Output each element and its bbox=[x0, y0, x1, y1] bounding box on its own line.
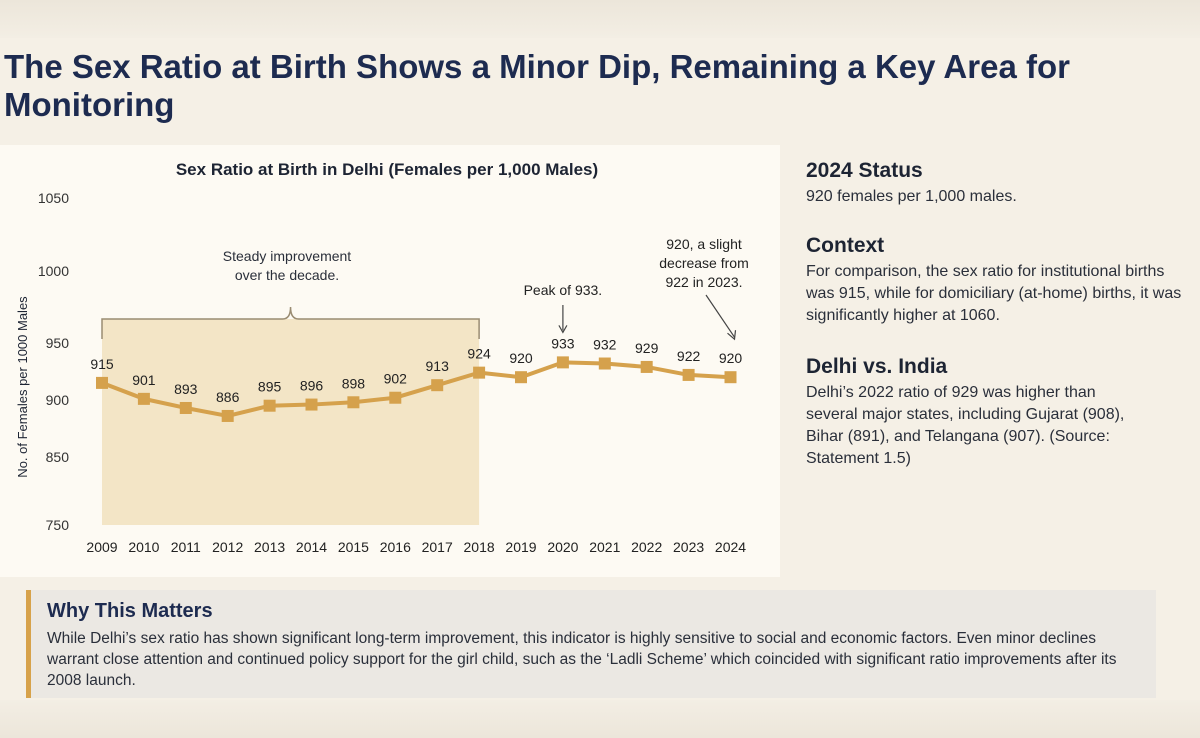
data-label: 895 bbox=[258, 379, 282, 395]
context-section: Context For comparison, the sex ratio fo… bbox=[806, 233, 1186, 327]
series-line bbox=[101, 360, 731, 418]
x-tick-label: 2011 bbox=[171, 539, 201, 555]
y-tick-label: 1000 bbox=[38, 263, 69, 279]
data-label: 913 bbox=[426, 358, 450, 374]
x-tick-label: 2020 bbox=[547, 539, 578, 555]
data-point-marker bbox=[263, 399, 276, 412]
page-title: The Sex Ratio at Birth Shows a Minor Dip… bbox=[4, 48, 1070, 123]
data-label: 929 bbox=[635, 340, 659, 356]
y-tick-label: 1050 bbox=[38, 190, 69, 206]
data-point-marker bbox=[598, 357, 611, 370]
data-point-marker bbox=[640, 360, 653, 373]
data-label: 886 bbox=[216, 389, 240, 405]
y-tick-label: 850 bbox=[46, 449, 70, 465]
data-label: 915 bbox=[90, 356, 114, 372]
x-tick-label: 2014 bbox=[296, 539, 327, 555]
x-tick-label: 2018 bbox=[464, 539, 495, 555]
shaded-decade-region bbox=[102, 319, 480, 525]
status-text: 920 females per 1,000 males. bbox=[806, 188, 1017, 205]
y-axis-label: No. of Females per 1000 Males bbox=[15, 296, 30, 478]
india-text: Delhi’s 2022 ratio of 929 was higher tha… bbox=[806, 384, 1125, 467]
blurred-top-banner bbox=[0, 0, 1200, 38]
x-tick-label: 2015 bbox=[338, 539, 369, 555]
x-tick-label: 2024 bbox=[715, 539, 746, 555]
status-heading: 2024 Status bbox=[806, 159, 923, 182]
data-label: 893 bbox=[174, 381, 198, 397]
data-point-marker bbox=[431, 379, 444, 392]
data-label: 898 bbox=[342, 375, 366, 391]
annotation-peak: Peak of 933. bbox=[524, 282, 603, 298]
data-point-marker bbox=[96, 376, 108, 389]
data-point-marker bbox=[137, 392, 150, 405]
annotation-steady-improvement: over the decade. bbox=[235, 267, 339, 283]
y-tick-label: 900 bbox=[46, 392, 70, 408]
x-tick-label: 2019 bbox=[505, 539, 536, 555]
x-tick-label: 2009 bbox=[86, 539, 117, 555]
data-label: 902 bbox=[384, 371, 408, 387]
why-text: While Delhi’s sex ratio has shown signif… bbox=[47, 630, 1117, 689]
data-point-marker bbox=[682, 368, 695, 381]
chart-panel: Sex Ratio at Birth in Delhi (Females per… bbox=[0, 145, 780, 577]
latest-arrow-line bbox=[705, 294, 735, 338]
data-label: 932 bbox=[593, 337, 617, 353]
data-point-marker bbox=[347, 396, 360, 409]
annotation-latest: 922 in 2023. bbox=[665, 274, 742, 290]
x-tick-label: 2021 bbox=[589, 539, 620, 555]
data-label: 920 bbox=[719, 350, 743, 366]
x-tick-label: 2022 bbox=[631, 539, 662, 555]
data-label: 901 bbox=[132, 372, 156, 388]
context-text: For comparison, the sex ratio for instit… bbox=[806, 263, 1182, 324]
y-tick-label: 950 bbox=[46, 335, 70, 351]
data-point-marker bbox=[389, 391, 402, 404]
x-tick-label: 2012 bbox=[212, 539, 243, 555]
data-point-marker bbox=[305, 398, 318, 411]
x-tick-label: 2013 bbox=[254, 539, 285, 555]
x-tick-label: 2023 bbox=[673, 539, 704, 555]
data-point-marker bbox=[724, 371, 737, 384]
data-point-marker bbox=[473, 366, 486, 379]
decade-bracket bbox=[101, 306, 480, 339]
data-label: 933 bbox=[551, 335, 575, 351]
status-section: 2024 Status 920 females per 1,000 males. bbox=[806, 158, 1186, 208]
data-point-marker bbox=[179, 401, 192, 414]
data-label: 922 bbox=[677, 348, 701, 364]
data-point-marker bbox=[221, 409, 234, 422]
y-tick-label: 750 bbox=[46, 517, 70, 533]
x-tick-label: 2016 bbox=[380, 539, 411, 555]
annotation-steady-improvement: Steady improvement bbox=[223, 248, 352, 264]
context-heading: Context bbox=[806, 234, 885, 257]
line-chart: Sex Ratio at Birth in Delhi (Females per… bbox=[15, 160, 749, 555]
data-label: 920 bbox=[509, 350, 533, 366]
chart-title: Sex Ratio at Birth in Delhi (Females per… bbox=[176, 160, 598, 179]
data-label: 924 bbox=[467, 346, 491, 362]
peak-arrow-head bbox=[558, 325, 568, 334]
annotation-latest: decrease from bbox=[659, 255, 748, 271]
india-heading: Delhi vs. India bbox=[806, 355, 948, 378]
data-label: 896 bbox=[300, 378, 324, 394]
blurred-bottom-strip bbox=[0, 700, 1200, 738]
why-this-matters-box: Why This Matters While Delhi’s sex ratio… bbox=[26, 590, 1156, 698]
data-point-marker bbox=[515, 371, 527, 384]
x-tick-label: 2010 bbox=[128, 539, 159, 555]
india-section: Delhi vs. India Delhi’s 2022 ratio of 92… bbox=[806, 354, 1151, 470]
annotation-latest: 920, a slight bbox=[666, 236, 742, 252]
data-point-marker bbox=[556, 356, 569, 369]
latest-arrow-head bbox=[727, 330, 737, 341]
x-tick-label: 2017 bbox=[422, 539, 453, 555]
why-heading: Why This Matters bbox=[47, 600, 213, 622]
